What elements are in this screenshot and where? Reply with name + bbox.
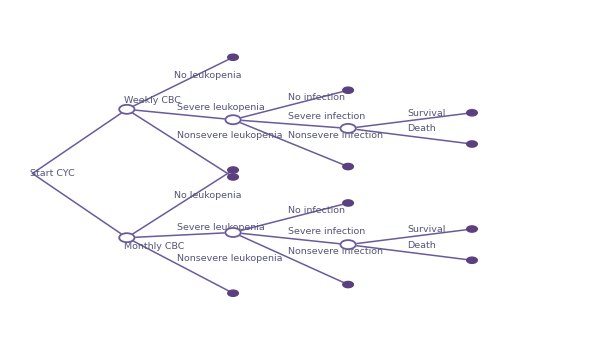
Text: Nonsevere leukopenia: Nonsevere leukopenia bbox=[177, 132, 283, 140]
Circle shape bbox=[228, 174, 238, 180]
Circle shape bbox=[225, 228, 241, 237]
Circle shape bbox=[340, 124, 356, 133]
Circle shape bbox=[343, 163, 353, 170]
Circle shape bbox=[467, 257, 477, 263]
Circle shape bbox=[225, 115, 241, 124]
Circle shape bbox=[228, 54, 238, 60]
Circle shape bbox=[228, 290, 238, 296]
Text: Severe leukopenia: Severe leukopenia bbox=[177, 103, 265, 112]
Text: No leukopenia: No leukopenia bbox=[174, 71, 241, 80]
Text: No infection: No infection bbox=[288, 206, 345, 215]
Text: Death: Death bbox=[407, 125, 436, 134]
Text: Nonsevere leukopenia: Nonsevere leukopenia bbox=[177, 254, 283, 263]
Text: No infection: No infection bbox=[288, 93, 345, 102]
Text: Survival: Survival bbox=[407, 225, 445, 234]
Text: Severe infection: Severe infection bbox=[288, 112, 365, 121]
Circle shape bbox=[119, 105, 135, 114]
Text: Monthly CBC: Monthly CBC bbox=[124, 242, 184, 251]
Text: Nonsevere infection: Nonsevere infection bbox=[288, 247, 383, 256]
Circle shape bbox=[228, 167, 238, 173]
Circle shape bbox=[340, 240, 356, 249]
Circle shape bbox=[343, 87, 353, 93]
Circle shape bbox=[119, 233, 135, 242]
Circle shape bbox=[343, 200, 353, 206]
Circle shape bbox=[343, 281, 353, 288]
Text: Start CYC: Start CYC bbox=[30, 169, 74, 178]
Circle shape bbox=[467, 110, 477, 116]
Circle shape bbox=[467, 226, 477, 232]
Text: Survival: Survival bbox=[407, 109, 445, 118]
Text: Severe leukopenia: Severe leukopenia bbox=[177, 223, 265, 232]
Circle shape bbox=[467, 141, 477, 147]
Text: Nonsevere infection: Nonsevere infection bbox=[288, 132, 383, 140]
Text: Death: Death bbox=[407, 241, 436, 250]
Text: No leukopenia: No leukopenia bbox=[174, 192, 241, 201]
Text: Weekly CBC: Weekly CBC bbox=[124, 96, 181, 105]
Text: Severe infection: Severe infection bbox=[288, 227, 365, 236]
